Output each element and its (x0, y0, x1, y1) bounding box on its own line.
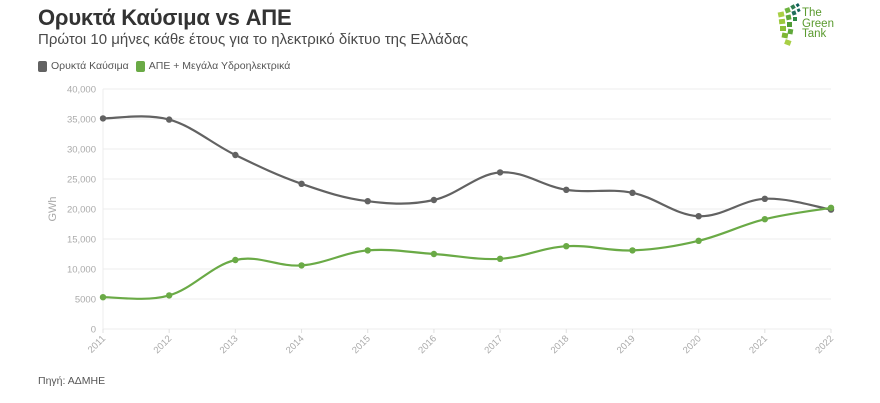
y-tick-label: 25,000 (67, 175, 96, 186)
source-note: Πηγή: ΑΔΜΗΕ (38, 375, 106, 387)
chart-title: Ορυκτά Καύσιμα vs ΑΠΕ (38, 5, 292, 30)
data-point[interactable] (827, 204, 835, 211)
data-point[interactable] (430, 196, 438, 204)
x-tick-label: 2015 (350, 333, 373, 356)
data-point[interactable] (629, 189, 636, 196)
data-point[interactable] (298, 262, 305, 269)
y-tick-label: 10,000 (67, 265, 96, 276)
x-tick-label: 2019 (615, 333, 638, 356)
series-line (102, 115, 832, 218)
legend-label-renewables: ΑΠΕ + Μεγάλα Υδροηλεκτρικά (148, 60, 291, 72)
legend-item-renewables[interactable]: ΑΠΕ + Μεγάλα Υδροηλεκτρικά (135, 60, 291, 72)
legend-label-fossil: Ορυκτά Καύσιμα (51, 60, 129, 72)
x-axis-ticks: 2011 2012 2013 2014 2015 2016 2017 2018 2019 2020… (86, 329, 836, 356)
y-tick-label: 20,000 (67, 205, 96, 216)
logo-text: The Green Tank (802, 7, 834, 40)
y-axis-ticks: 0 5000 10,000 15,000 20,000 25,000 30,000 35,00… (67, 85, 96, 336)
data-point[interactable] (761, 216, 769, 223)
data-point[interactable] (496, 169, 504, 176)
x-tick-label: 2020 (681, 333, 704, 356)
y-tick-label: 40,000 (67, 85, 96, 96)
series-lines (99, 115, 835, 301)
x-tick-label: 2016 (416, 333, 439, 356)
green-tank-logo: The Green Tank (776, 2, 846, 48)
series-line (102, 206, 832, 300)
x-tick-label: 2011 (86, 333, 108, 355)
legend-swatch-renewables-icon (135, 60, 145, 72)
series-renewables (99, 204, 835, 301)
y-tick-label: 15,000 (67, 235, 96, 246)
x-tick-label: 2017 (482, 333, 505, 356)
y-tick-label: 5000 (75, 295, 96, 306)
data-point[interactable] (430, 250, 438, 258)
data-point[interactable] (695, 237, 702, 244)
x-tick-label: 2018 (549, 333, 572, 356)
gridlines (102, 88, 831, 330)
y-axis-title: GWh (47, 196, 59, 221)
y-tick-label: 35,000 (67, 115, 96, 126)
data-point[interactable] (629, 247, 636, 254)
data-point[interactable] (761, 195, 769, 202)
legend-item-fossil-fuels[interactable]: Ορυκτά Καύσιμα (38, 60, 129, 72)
data-point[interactable] (99, 294, 107, 301)
y-tick-label: 0 (91, 325, 96, 336)
x-tick-label: 2013 (218, 333, 241, 356)
chart-subtitle: Πρώτοι 10 μήνες κάθε έτους για το ηλεκτρ… (38, 31, 469, 48)
data-point[interactable] (232, 151, 239, 159)
series-fossil-fuels (99, 115, 835, 220)
x-tick-label: 2012 (152, 333, 175, 356)
data-point[interactable] (298, 180, 305, 187)
logo-leaf-icon (777, 3, 801, 46)
data-point[interactable] (496, 255, 504, 262)
data-point[interactable] (695, 213, 702, 220)
x-tick-label: 2014 (284, 333, 307, 356)
x-tick-label: 2022 (813, 333, 836, 356)
data-point[interactable] (99, 115, 107, 122)
data-point[interactable] (364, 198, 371, 205)
data-point[interactable] (364, 247, 371, 254)
data-point[interactable] (165, 292, 173, 299)
y-tick-label: 30,000 (67, 145, 96, 156)
data-point[interactable] (563, 186, 570, 193)
data-point[interactable] (232, 256, 239, 264)
legend: Ορυκτά Καύσιμα ΑΠΕ + Μεγάλα Υδροηλεκτρικ… (38, 60, 297, 72)
data-point[interactable] (563, 243, 570, 250)
legend-swatch-fossil-icon (38, 60, 47, 72)
data-point[interactable] (165, 116, 173, 123)
x-tick-label: 2021 (747, 333, 770, 356)
